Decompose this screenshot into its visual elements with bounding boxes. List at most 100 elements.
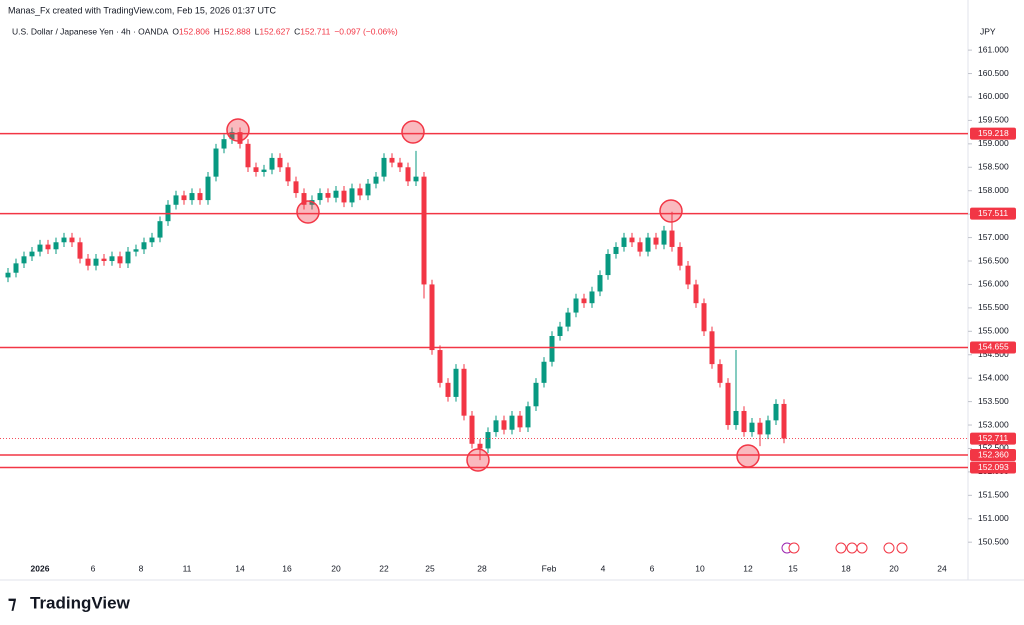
annotations [226, 118, 760, 472]
plot [5, 127, 787, 461]
candle-body [445, 382, 451, 397]
candle-body [53, 242, 59, 250]
level-label: 152.360 [978, 449, 1009, 459]
candle-body [365, 183, 371, 196]
candle-body [293, 181, 299, 194]
ohlc-value: 152.711 [300, 26, 330, 36]
x-tick-label: 8 [139, 563, 144, 573]
candle-body [13, 263, 19, 273]
candle-body [461, 368, 467, 416]
candle-body [653, 237, 659, 245]
candle-body [125, 251, 131, 264]
candle-body [245, 143, 251, 168]
candle-body [413, 176, 419, 182]
y-tick-label: 154.000 [978, 372, 1009, 382]
candle-body [733, 410, 739, 426]
candle-body [341, 190, 347, 203]
x-tick-label: Feb [542, 563, 557, 573]
event-icon [896, 542, 908, 554]
candle-body [565, 312, 571, 327]
candle-body [693, 284, 699, 304]
ohlc-key: C [294, 26, 300, 36]
candle-body [269, 157, 275, 170]
x-tick-label: 4 [601, 563, 606, 573]
candle-body [453, 368, 459, 397]
candle-body [597, 275, 603, 292]
y-tick-label: 156.000 [978, 279, 1009, 289]
candle-body [373, 176, 379, 184]
y-tick-label: 159.000 [978, 138, 1009, 148]
x-tick-label: 6 [91, 563, 96, 573]
y-tick-label: 153.500 [978, 396, 1009, 406]
level-label: 154.655 [978, 342, 1009, 352]
x-tick-label: 16 [282, 563, 292, 573]
x-tick-label: 2026 [31, 563, 50, 573]
logo: TradingView [30, 593, 131, 612]
event-icon [846, 542, 858, 554]
marker-circle [296, 200, 320, 224]
event-icon [788, 542, 800, 554]
candle-body [421, 176, 427, 285]
candle-body [677, 246, 683, 266]
x-tick-label: 20 [889, 563, 899, 573]
candle-body [317, 193, 323, 201]
candle-body [741, 410, 747, 433]
candle-body [645, 237, 651, 252]
x-tick-label: 15 [788, 563, 798, 573]
level-box [970, 207, 1016, 220]
candle-body [749, 422, 755, 433]
candle-body [253, 167, 259, 172]
candle-body [61, 237, 67, 243]
level-box [970, 127, 1016, 140]
x-tick-label: 10 [695, 563, 705, 573]
candle-body [77, 242, 83, 259]
ohlc-key: L [255, 26, 260, 36]
x-tick-label: 20 [331, 563, 341, 573]
x-tick-label: 24 [937, 563, 947, 573]
candle-body [573, 298, 579, 313]
level-label: 152.093 [978, 462, 1009, 472]
ohlc-key: H [214, 26, 220, 36]
x-tick-label: 25 [425, 563, 435, 573]
y-tick-label: 154.500 [978, 349, 1009, 359]
candle-body [285, 167, 291, 182]
y-tick-label: 158.000 [978, 185, 1009, 195]
candle-body [237, 132, 243, 144]
event-icon [856, 542, 868, 554]
level-box [970, 449, 1016, 462]
candle-body [101, 258, 107, 262]
candle-body [381, 157, 387, 177]
y-tick-label: 160.500 [978, 68, 1009, 78]
ohlc-value: 152.806 [179, 26, 210, 36]
last-price-box [970, 432, 1016, 445]
candle-body [477, 443, 483, 449]
y-tick-label: 151.000 [978, 513, 1009, 523]
candle-body [213, 148, 219, 177]
candle-body [157, 221, 163, 238]
x-tick-label: 6 [650, 563, 655, 573]
candle-body [405, 167, 411, 182]
candle-body [117, 256, 123, 264]
candle-body [605, 253, 611, 276]
marker-circle [226, 118, 250, 142]
candle-body [229, 132, 235, 140]
last-price-label: 152.711 [978, 433, 1008, 443]
candle-body [21, 256, 27, 264]
candle-body [189, 193, 195, 201]
marker-circle [736, 444, 760, 468]
logo-mark: ⁊ [8, 593, 16, 612]
candle-body [669, 230, 675, 247]
symbol: U.S. Dollar / Japanese Yen · 4h · OANDA [12, 26, 169, 36]
candle-body [357, 188, 363, 196]
y-tick-label: 151.500 [978, 490, 1009, 500]
candle-body [277, 157, 283, 168]
y-tick-label: 160.000 [978, 91, 1009, 101]
candle-body [69, 237, 75, 243]
candle-body [197, 193, 203, 201]
x-tick-label: 14 [235, 563, 245, 573]
level-box [970, 461, 1016, 474]
y-tick-label: 152.500 [978, 443, 1009, 453]
candle-body [517, 415, 523, 428]
candle-body [93, 258, 99, 266]
y-tick-label: 156.500 [978, 255, 1009, 265]
